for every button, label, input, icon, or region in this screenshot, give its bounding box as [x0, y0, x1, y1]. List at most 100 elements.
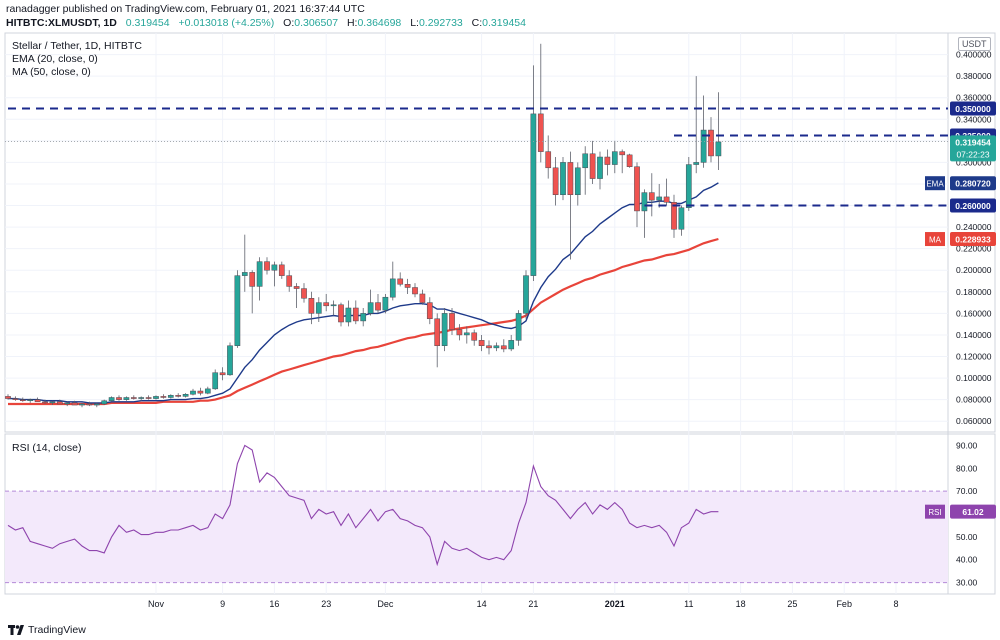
candle-body — [101, 400, 108, 405]
candle-body — [589, 153, 596, 179]
candle — [167, 394, 174, 399]
candle — [634, 162, 640, 228]
candle-body — [397, 278, 404, 285]
candle — [678, 205, 685, 236]
x-tick-label: 9 — [220, 599, 225, 609]
candle-body — [108, 397, 115, 401]
candle — [486, 340, 492, 355]
candle — [241, 234, 248, 292]
candle-body — [19, 399, 26, 401]
last-price-tag — [950, 135, 996, 162]
tradingview-logo-icon — [8, 625, 24, 635]
candle-body — [634, 166, 640, 212]
candle-body — [212, 372, 219, 390]
y-tick-label: 0.180000 — [956, 287, 992, 297]
candle-body — [486, 345, 492, 349]
candle-body — [626, 154, 633, 167]
candle — [508, 334, 515, 352]
y-tick-label: 0.140000 — [956, 330, 992, 340]
open-key: O: — [283, 17, 295, 29]
candle-body — [79, 403, 85, 406]
rsi-tick-label: 40.00 — [956, 555, 978, 565]
candle-body — [352, 307, 359, 322]
candle-body — [478, 340, 485, 346]
candle — [360, 307, 367, 327]
candle-body — [582, 153, 589, 169]
candle — [182, 393, 189, 398]
candle-body — [278, 264, 285, 276]
y-tick-label: 0.300000 — [956, 157, 992, 167]
candle-body — [715, 141, 722, 157]
low-key: L: — [410, 17, 419, 29]
x-tick-label: 14 — [477, 599, 487, 609]
candle — [34, 397, 41, 403]
candle-body — [56, 401, 63, 405]
x-tick-label: 18 — [736, 599, 746, 609]
y-tick-label: 0.200000 — [956, 265, 992, 275]
candle-body — [330, 304, 337, 307]
y-tick-label: 0.160000 — [956, 308, 992, 318]
candle-body — [404, 284, 411, 288]
candle-body — [64, 402, 71, 405]
candle-body — [219, 372, 226, 376]
candle — [619, 149, 626, 174]
ema-20-line — [8, 182, 719, 404]
candle-body — [153, 396, 159, 399]
candle-body — [449, 313, 455, 330]
rsi-tick-label: 30.00 — [956, 578, 978, 588]
candle-body — [293, 286, 300, 289]
currency-badge[interactable]: USDT — [958, 37, 991, 51]
price-pane — [4, 32, 996, 433]
candle — [49, 400, 56, 406]
candle — [271, 261, 278, 287]
y-tick-label: 0.240000 — [956, 222, 992, 232]
candle-body — [301, 288, 307, 299]
rsi-legend: RSI (14, close) — [12, 442, 82, 454]
high-value: 0.364698 — [357, 17, 402, 29]
candle — [589, 140, 596, 184]
candle-body — [456, 329, 463, 336]
candle — [560, 157, 566, 201]
candle-body — [27, 399, 34, 401]
low-value: 0.292733 — [418, 17, 463, 29]
candle-body — [315, 302, 322, 314]
candle — [404, 278, 411, 294]
candle-body — [145, 397, 152, 399]
candle-body — [286, 275, 293, 287]
candle-body — [493, 345, 500, 349]
ma-value-tag — [950, 232, 996, 247]
candle-body — [471, 332, 478, 341]
candle — [56, 399, 63, 405]
candle — [478, 334, 485, 352]
candle — [552, 157, 559, 206]
candle — [441, 307, 448, 352]
candle — [582, 146, 589, 195]
candle-body — [197, 390, 204, 394]
candle-body — [167, 395, 174, 398]
candle-body — [86, 403, 93, 406]
candle-body — [42, 401, 48, 404]
candle — [671, 194, 677, 238]
ma-name-label: MA — [929, 236, 942, 245]
candle — [5, 394, 11, 400]
candle-body — [93, 403, 100, 406]
candle-body — [463, 332, 470, 336]
candle-body — [182, 394, 189, 397]
rsi-name-label: RSI — [928, 508, 941, 517]
candle — [648, 173, 655, 217]
x-tick-label: 16 — [269, 599, 279, 609]
candle-body — [49, 401, 56, 404]
ma-legend: MA (50, close, 0) — [12, 66, 91, 78]
candle — [456, 324, 463, 341]
candle-body — [256, 261, 263, 287]
candle-body — [500, 345, 507, 350]
candle — [93, 402, 100, 408]
candle — [27, 398, 34, 403]
candle — [330, 300, 337, 316]
candle — [101, 399, 108, 406]
candle — [278, 261, 285, 279]
candle-body — [523, 275, 529, 314]
candle — [249, 270, 256, 314]
candle — [663, 178, 670, 206]
